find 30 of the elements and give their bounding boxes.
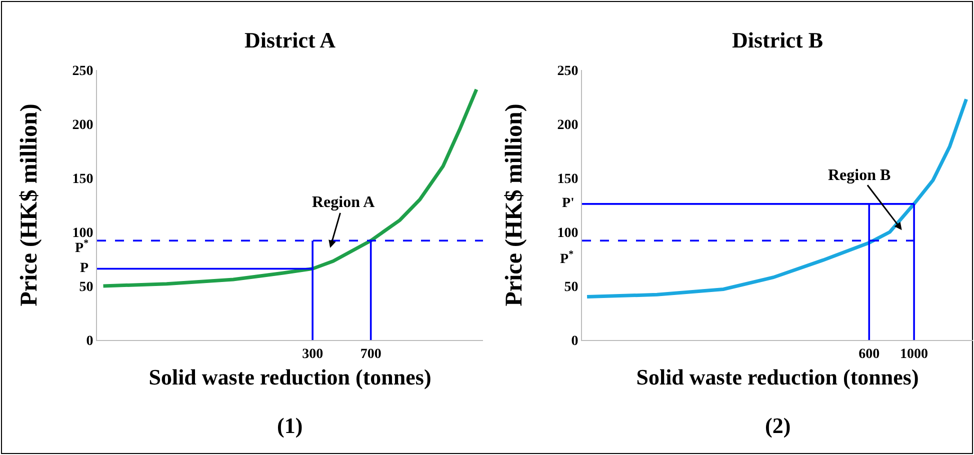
y-tick-label: 0 (86, 334, 94, 349)
chart-title: District B (732, 28, 824, 53)
chart-title: District A (244, 28, 336, 53)
y-tick-label: 150 (72, 172, 94, 187)
text: P (80, 261, 89, 276)
y-tick-label: 50 (79, 280, 94, 295)
x-tick-label: 1000 (900, 346, 928, 362)
x-axis-title: Solid waste reduction (tonnes) (636, 364, 919, 390)
y-axis-title: Price (HK$ million) (16, 104, 42, 306)
text: P$^{*}$ (75, 238, 89, 256)
x-tick-label: 300 (302, 346, 324, 362)
y-tick-label: 150 (557, 172, 578, 187)
x-tick-label: 600 (858, 346, 880, 362)
text: (2) (765, 413, 791, 438)
text: (1) (277, 413, 303, 438)
y-tick-label: 250 (557, 64, 578, 79)
y-tick-label: 200 (72, 118, 94, 133)
y-tick-label: 200 (557, 118, 578, 133)
text: P' (562, 196, 574, 211)
y-tick-label: 50 (564, 280, 578, 295)
x-axis-title: Solid waste reduction (tonnes) (148, 364, 432, 390)
y-axis-title: Price (HK$ million) (501, 104, 528, 306)
annotation: Region A (312, 194, 376, 211)
x-tick-label: 700 (360, 346, 382, 362)
text: P$^{*}$ (560, 249, 574, 267)
y-tick-label: 100 (72, 226, 94, 241)
annotation: Region B (828, 167, 891, 184)
y-tick-label: 100 (557, 226, 578, 241)
y-tick-label: 250 (72, 64, 94, 79)
y-tick-label: 0 (571, 334, 578, 349)
